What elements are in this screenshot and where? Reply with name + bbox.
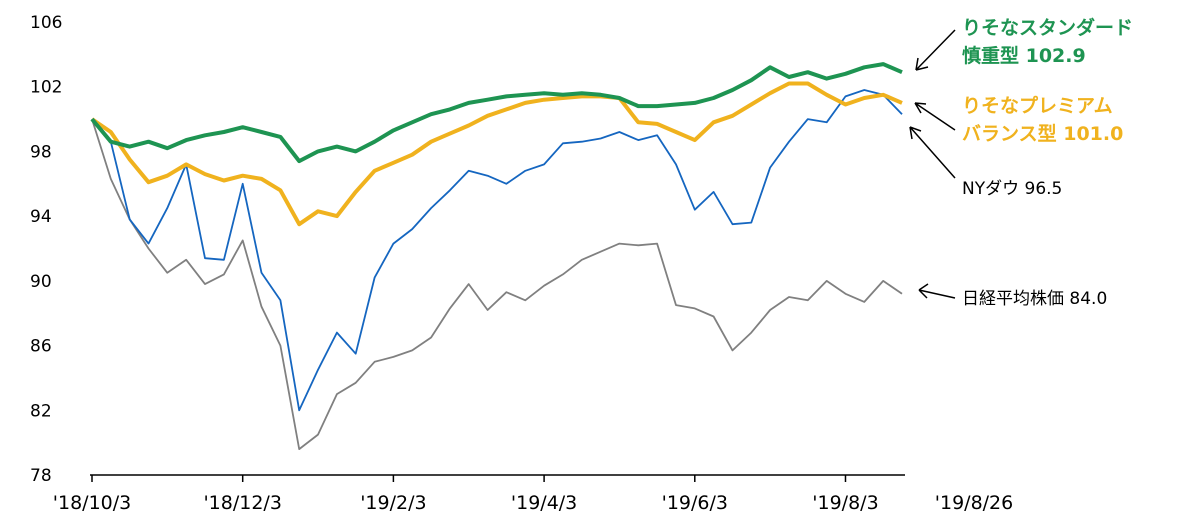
x-tick-label: '19/2/3	[360, 492, 426, 514]
arrows	[909, 29, 956, 299]
series-line	[91, 89, 903, 412]
annotation: NYダウ 96.5	[962, 179, 1062, 199]
series-line	[90, 81, 903, 227]
x-tick-label: '19/6/3	[662, 492, 728, 514]
y-tick-label: 106	[30, 13, 62, 33]
series-line	[90, 62, 903, 164]
annotation: りそなプレミアム	[962, 94, 1113, 117]
annotation: 慎重型 102.9	[962, 44, 1086, 67]
series-line	[91, 118, 903, 450]
y-tick-label: 82	[30, 401, 52, 421]
x-tick-label: '19/8/26	[935, 492, 1013, 514]
x-tick-label: '19/4/3	[511, 492, 577, 514]
y-tick-label: 94	[30, 207, 52, 227]
annotation: りそなスタンダード	[962, 16, 1133, 39]
x-tick-label: '19/8/3	[812, 492, 878, 514]
y-tick-label: 86	[30, 337, 52, 357]
x-tick-label: '18/10/3	[53, 492, 131, 514]
y-tick-label: 98	[30, 142, 52, 162]
x-tick-label: '18/12/3	[203, 492, 281, 514]
annotation: 日経平均株価 84.0	[962, 289, 1107, 309]
y-tick-label: 90	[30, 272, 52, 292]
y-tick-label: 102	[30, 78, 62, 98]
annotation: バランス型 101.0	[962, 122, 1123, 145]
y-tick-label: 78	[30, 466, 52, 486]
